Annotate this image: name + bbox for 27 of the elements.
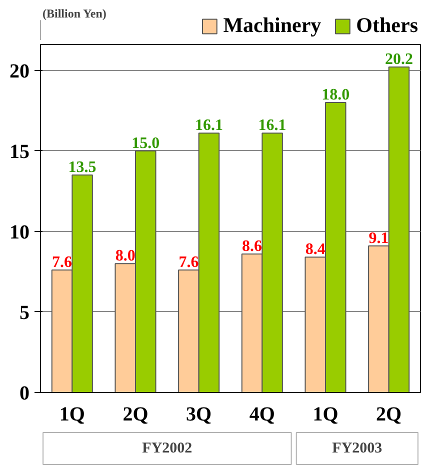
legend-label: Others [356, 13, 418, 38]
y-tick-label: 0 [20, 382, 30, 404]
data-label: 18.0 [322, 86, 350, 104]
data-label: 7.6 [52, 254, 72, 272]
text: FY2003 [332, 440, 382, 456]
y-tick-label: 5 [20, 302, 30, 324]
data-label: 8.0 [115, 248, 136, 265]
data-label: 8.6 [242, 238, 262, 255]
y-tick-label: 10 [10, 221, 30, 244]
x-tick-label: 2Q [122, 404, 148, 426]
y-tick-label: 15 [10, 140, 30, 163]
x-tick-label: 1Q [59, 404, 85, 426]
data-label: 20.2 [384, 51, 413, 68]
y-axis-title: (Billion Yen) [42, 6, 106, 20]
x-tick-label: 3Q [186, 404, 212, 426]
data-label: 16.1 [194, 117, 223, 134]
text: FY2002 [142, 440, 192, 456]
data-label: 15.0 [132, 134, 160, 152]
x-tick-label: 1Q [312, 404, 338, 426]
y-tick-label: 20 [10, 60, 30, 82]
x-tick-label: 2Q [376, 404, 402, 426]
legend-label: Machinery [223, 13, 322, 38]
data-label: 7.6 [178, 254, 199, 272]
data-label: 16.1 [258, 117, 286, 134]
data-label: 13.5 [68, 159, 96, 176]
data-label: 9.1 [368, 230, 389, 247]
x-tick-label: 4Q [249, 404, 275, 426]
